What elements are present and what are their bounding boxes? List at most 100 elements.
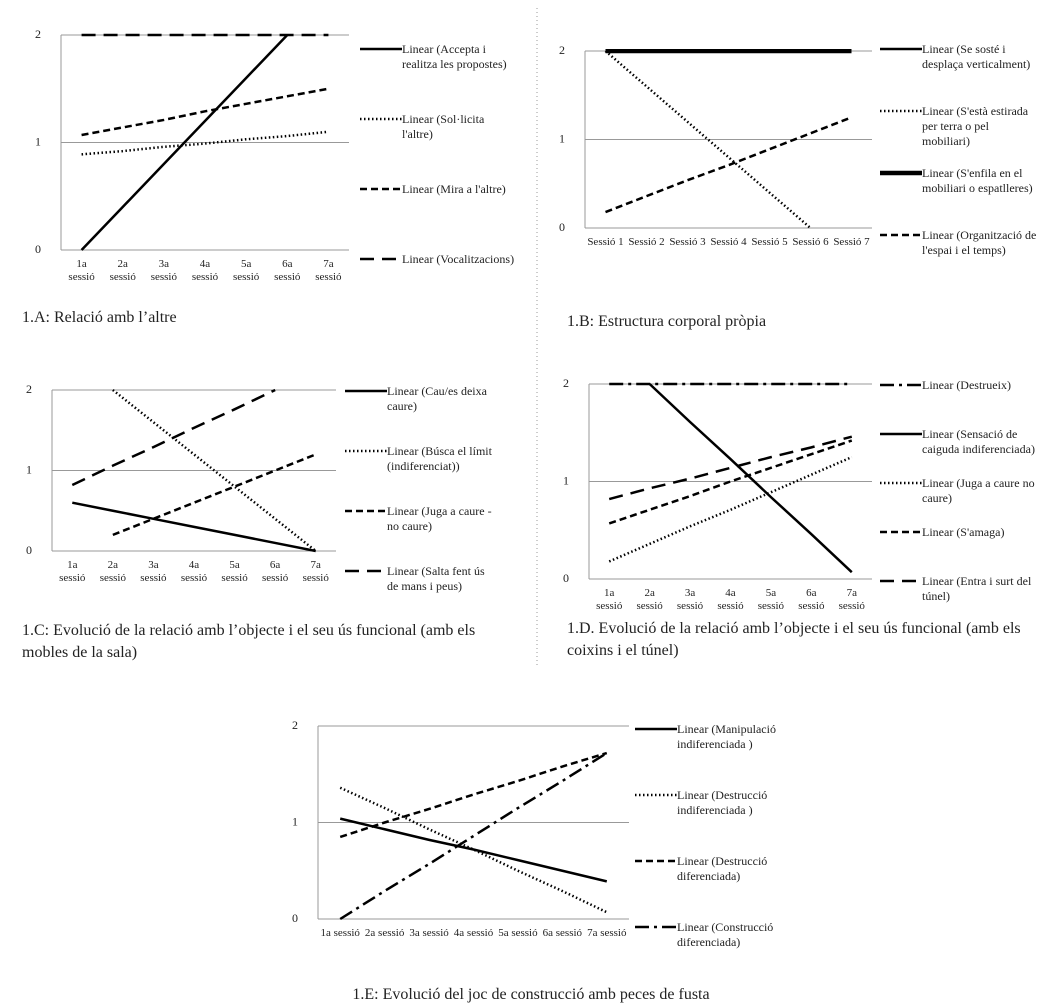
x-tick-label: 3a sessió — [409, 927, 449, 939]
series-line — [112, 389, 317, 552]
y-tick-label: 2 — [559, 43, 565, 57]
legend-swatch — [345, 389, 387, 393]
legend-swatch — [880, 432, 922, 436]
legend-label: Linear (Accepta i realitza les propostes… — [402, 42, 507, 71]
legend-swatch — [880, 170, 922, 176]
y-tick-label: 1 — [35, 134, 41, 148]
y-tick-label: 0 — [292, 911, 298, 925]
series-line — [339, 751, 608, 921]
y-tick-label: 1 — [26, 462, 32, 476]
series-line — [71, 388, 276, 487]
x-tick-label: 2a sessió — [636, 587, 663, 612]
x-tick-label: 7a sessió — [587, 927, 627, 939]
legend-swatch — [360, 257, 402, 261]
series-line — [608, 455, 853, 563]
y-tick-label: 1 — [559, 131, 565, 145]
legend-swatch — [360, 47, 402, 51]
legend-label: Linear (Cau/es deixa caure) — [387, 384, 487, 413]
legend-label: Linear (S'enfila en el mobiliari o espat… — [922, 166, 1033, 195]
x-tick-label: 2a sessió — [364, 927, 405, 939]
legend-entry: Linear (Destrucció indiferenciada ) — [635, 788, 777, 818]
x-tick-label: 5a sessió — [757, 587, 785, 612]
y-tick-label: 1 — [563, 473, 569, 487]
legend-entry: Linear (Accepta i realitza les propostes… — [360, 42, 517, 72]
legend-entry: Linear (S'enfila en el mobiliari o espat… — [880, 166, 1037, 196]
x-tick-label: Sessió 4 — [710, 236, 747, 248]
legend-label: Linear (Manipulació indiferenciada ) — [677, 722, 776, 751]
x-tick-label: 2a sessió — [109, 258, 136, 283]
legend-swatch — [635, 727, 677, 731]
legend-entry: Linear (Búsca el límit (indiferenciat)) — [345, 444, 497, 474]
legend-label: Linear (Mira a l'altre) — [402, 182, 506, 196]
legend-swatch — [635, 859, 677, 863]
legend-label: Linear (Juga a caure no caure) — [922, 476, 1035, 505]
legend-label: Linear (S'està estirada per terra o pel … — [922, 104, 1029, 148]
legend-label: Linear (Vocalitzacions) — [402, 252, 515, 266]
x-tick-label: 1a sessió — [59, 559, 86, 584]
legend-swatch — [345, 449, 387, 453]
x-tick-label: 5a sessió — [498, 927, 538, 939]
legend-swatch — [880, 579, 922, 583]
x-tick-label: 4a sessió — [453, 927, 494, 939]
x-tick-label: 3a sessió — [676, 587, 704, 612]
x-tick-label: 2a sessió — [99, 559, 126, 584]
x-tick-label: 4a sessió — [717, 587, 744, 612]
legend-entry: Linear (Entra i surt del túnel) — [880, 574, 1037, 604]
series-line — [339, 817, 608, 883]
x-tick-label: 6a sessió — [542, 927, 583, 939]
x-tick-label: 7a sessió — [302, 559, 329, 584]
legend-swatch — [880, 233, 922, 237]
y-tick-label: 2 — [563, 376, 569, 390]
legend-entry: Linear (Vocalitzacions) — [360, 252, 517, 267]
caption: 1.C: Evolució de la relació amb l’object… — [22, 622, 476, 661]
x-tick-label: Sessió 7 — [833, 236, 870, 248]
y-tick-label: 0 — [26, 543, 32, 557]
caption: 1.E: Evolució del joc de construcció amb… — [352, 986, 710, 1003]
x-tick-label: 5a sessió — [221, 559, 248, 584]
legend-entry: Linear (Salta fent ús de mans i peus) — [345, 564, 497, 594]
y-tick-label: 1 — [292, 814, 298, 828]
y-tick-label: 0 — [563, 571, 569, 585]
legend-swatch — [345, 509, 387, 513]
x-tick-label: 6a sessió — [261, 559, 289, 584]
legend-label: Linear (Salta fent ús de mans i peus) — [387, 564, 485, 593]
legend-entry: Linear (S'està estirada per terra o pel … — [880, 104, 1037, 149]
legend-label: Linear (Sol·licita l'altre) — [402, 112, 485, 141]
x-tick-label: Sessió 2 — [628, 236, 665, 248]
x-tick-label: Sessió 6 — [792, 236, 829, 248]
x-tick-label: 4a sessió — [180, 559, 208, 584]
legend-entry: Linear (Se sosté i desplaça verticalment… — [880, 42, 1037, 72]
x-tick-label: 7a sessió — [315, 258, 342, 283]
series-line — [80, 34, 289, 251]
series-line — [81, 87, 329, 137]
x-tick-label: 1a sessió — [320, 927, 360, 939]
legend-label: Linear (Búsca el límit (indiferenciat)) — [387, 444, 492, 473]
x-tick-label: 5a sessió — [232, 258, 260, 283]
legend-entry: Linear (Mira a l'altre) — [360, 182, 517, 197]
x-tick-label: 6a sessió — [798, 587, 825, 612]
x-tick-label: Sessió 3 — [669, 236, 706, 248]
legend-label: Linear (Destrueix) — [922, 378, 1011, 392]
x-tick-label: Sessió 1 — [587, 236, 624, 248]
legend-label: Linear (Se sosté i desplaça verticalment… — [922, 42, 1031, 71]
legend-entry: Linear (Juga a caure no caure) — [880, 476, 1037, 506]
legend-entry: Linear (Destrueix) — [880, 378, 1037, 393]
y-tick-label: 0 — [35, 242, 41, 256]
legend-swatch — [880, 109, 922, 113]
legend-entry: Linear (Destrucció diferenciada) — [635, 854, 777, 884]
legend-swatch — [635, 793, 677, 797]
legend-label: Linear (Destrucció indiferenciada ) — [677, 788, 768, 817]
caption: 1.A: Relació amb l’altre — [22, 309, 177, 326]
x-tick-label: 3a sessió — [150, 258, 177, 283]
legend-label: Linear (Construcció diferenciada) — [677, 920, 774, 949]
caption: 1.D. Evolució de la relació amb l’object… — [567, 620, 1021, 659]
legend-swatch — [880, 530, 922, 534]
legend-swatch — [635, 925, 677, 929]
series-line — [648, 383, 853, 574]
legend-swatch — [360, 187, 402, 191]
series-line — [339, 786, 608, 914]
series-line — [339, 751, 608, 839]
legend-entry: Linear (Sol·licita l'altre) — [360, 112, 517, 142]
